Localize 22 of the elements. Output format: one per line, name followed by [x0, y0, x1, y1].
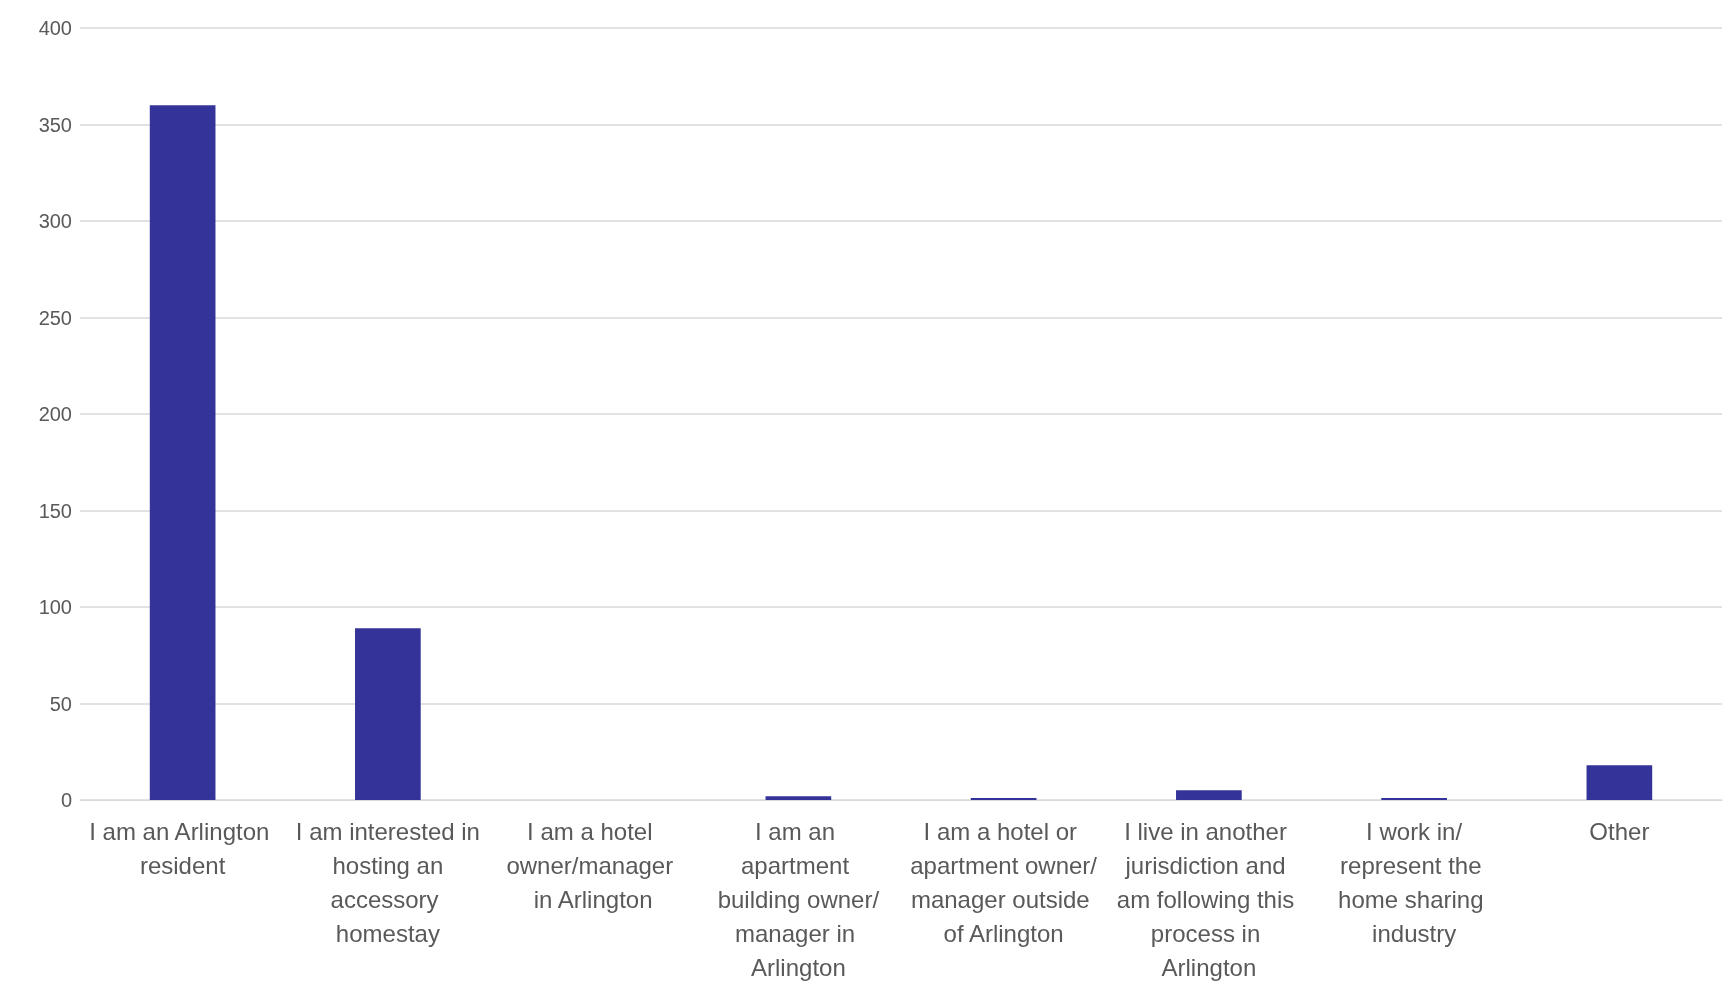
x-tick-label: Other — [1589, 817, 1650, 845]
bar — [149, 105, 216, 800]
x-tick-label: I live in another jurisdiction and am following this process in Arlington — [1116, 817, 1301, 981]
y-tick-label: 350 — [38, 113, 72, 136]
y-tick-label: 300 — [38, 210, 72, 232]
bar — [1176, 790, 1242, 800]
y-tick-label: 0 — [60, 789, 72, 811]
x-tick-label: I am an apartment building owner/manager in Arlington — [717, 817, 880, 981]
y-tick-label: 250 — [38, 306, 72, 329]
y-tick-label: 50 — [49, 692, 72, 715]
y-tick-label: 150 — [38, 499, 72, 522]
x-tick-label: I am a hotel or apartment owner/manager outside of Arlington — [910, 817, 1098, 947]
y-tick-label: 400 — [38, 17, 72, 39]
bar — [765, 796, 832, 800]
x-tick-label: I am a hotel owner/manager in Arlington — [506, 817, 680, 913]
y-tick-label: 100 — [38, 596, 72, 618]
x-tick-label: I work in/represent the home sharing industry — [1338, 817, 1491, 947]
bar — [355, 628, 421, 800]
bar — [1586, 765, 1653, 800]
x-tick-label: I am an Arlington resident — [89, 817, 277, 879]
x-tick-label: I am interested in hosting an accessory homestay — [295, 817, 480, 947]
y-tick-label: 200 — [38, 403, 72, 425]
